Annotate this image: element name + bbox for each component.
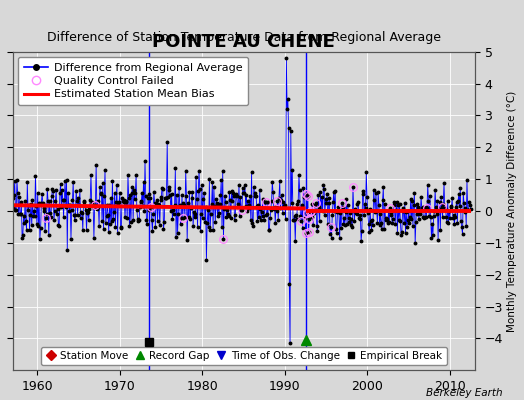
Text: Difference of Station Temperature Data from Regional Average: Difference of Station Temperature Data f… (47, 31, 441, 44)
Legend: Station Move, Record Gap, Time of Obs. Change, Empirical Break: Station Move, Record Gap, Time of Obs. C… (40, 347, 447, 365)
Title: POINTE AU CHENE: POINTE AU CHENE (152, 34, 335, 52)
Y-axis label: Monthly Temperature Anomaly Difference (°C): Monthly Temperature Anomaly Difference (… (507, 90, 517, 332)
Text: Berkeley Earth: Berkeley Earth (427, 388, 503, 398)
